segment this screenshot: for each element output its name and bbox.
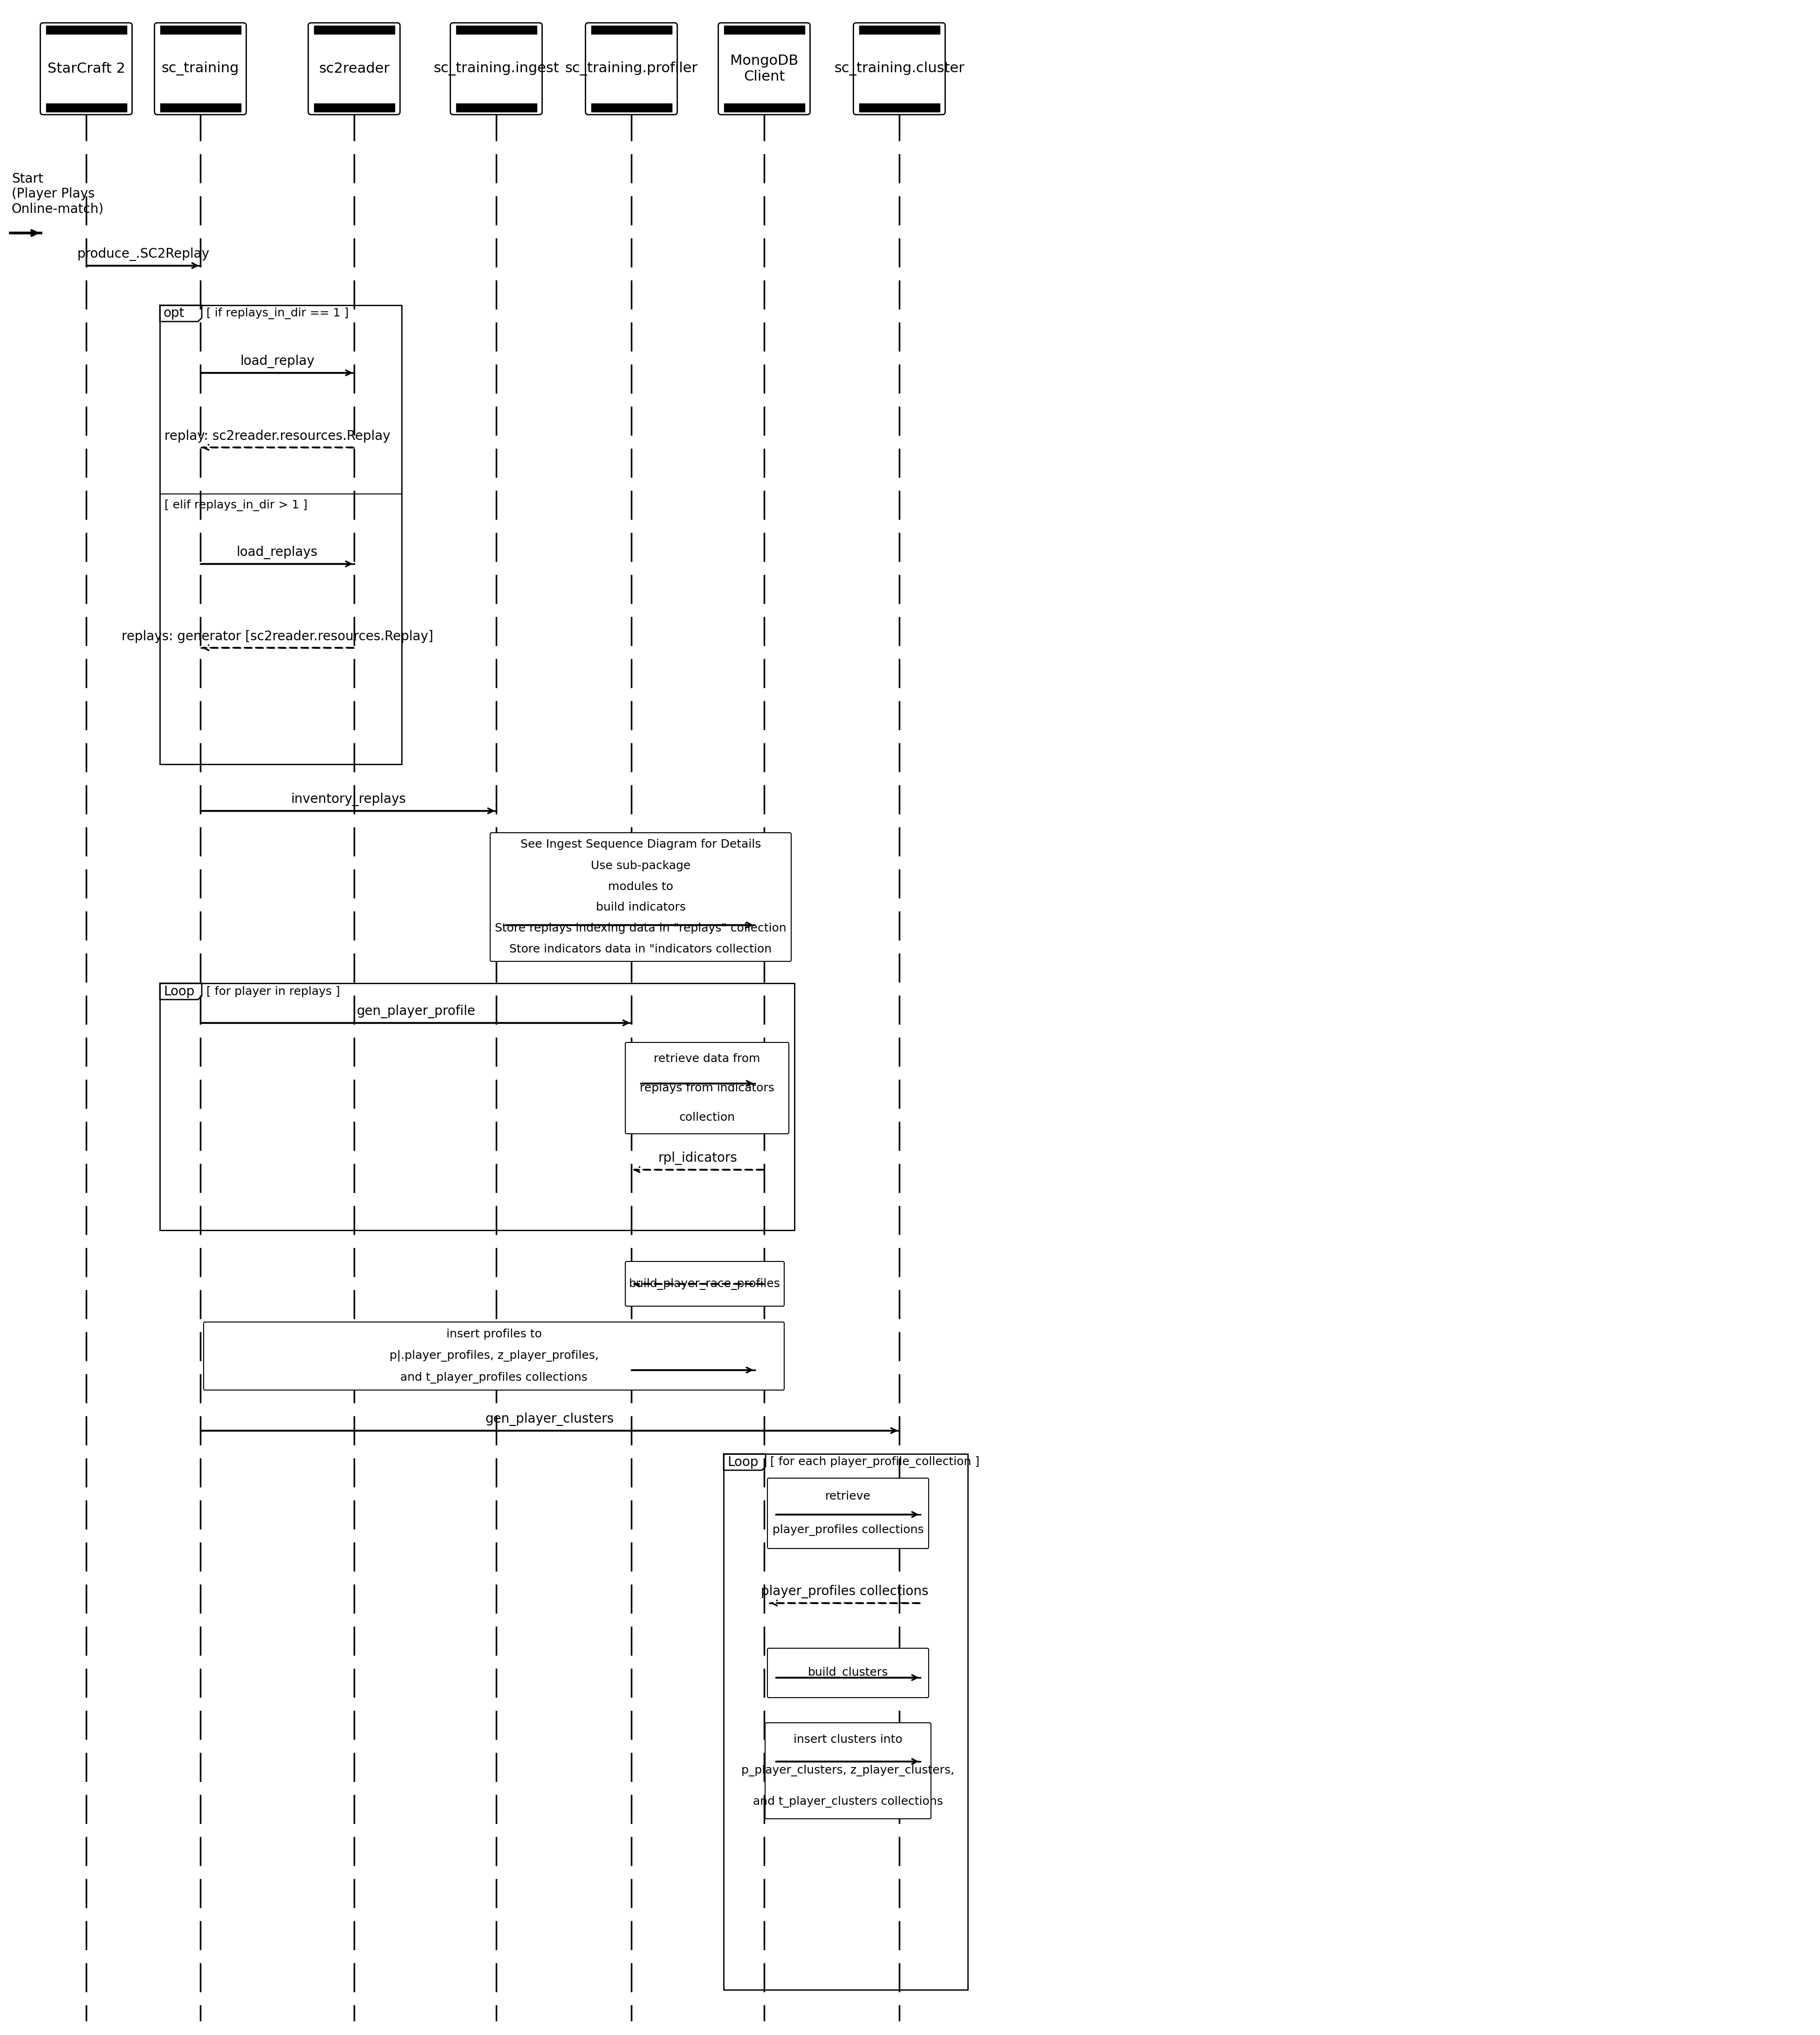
Text: collection: collection — [679, 1111, 735, 1123]
Text: gen_player_profile: gen_player_profile — [357, 1005, 475, 1018]
Text: and t_player_clusters collections: and t_player_clusters collections — [753, 1797, 943, 1807]
Bar — [724, 1453, 968, 1990]
Text: retrieve data from: retrieve data from — [653, 1052, 761, 1064]
FancyBboxPatch shape — [155, 22, 246, 114]
FancyBboxPatch shape — [768, 1477, 928, 1549]
Text: MongoDB
Client: MongoDB Client — [730, 55, 799, 83]
Text: replays from indicators: replays from indicators — [641, 1083, 773, 1093]
Text: build_clusters: build_clusters — [808, 1667, 888, 1679]
Text: Loop: Loop — [164, 985, 195, 997]
Text: sc_training: sc_training — [162, 61, 238, 75]
Text: load_replays: load_replays — [237, 545, 318, 560]
Text: [ if replays_in_dir == 1 ]: [ if replays_in_dir == 1 ] — [206, 307, 349, 319]
Text: rpl_idicators: rpl_idicators — [659, 1152, 737, 1164]
FancyBboxPatch shape — [40, 22, 133, 114]
FancyBboxPatch shape — [768, 1648, 928, 1697]
Text: and t_player_profiles collections: and t_player_profiles collections — [400, 1372, 588, 1384]
Text: Use sub-package: Use sub-package — [592, 861, 690, 871]
FancyBboxPatch shape — [490, 832, 792, 961]
Text: See Ingest Sequence Diagram for Details: See Ingest Sequence Diagram for Details — [521, 838, 761, 851]
FancyBboxPatch shape — [764, 1724, 932, 1819]
Text: StarCraft 2: StarCraft 2 — [47, 61, 126, 75]
FancyBboxPatch shape — [626, 1262, 784, 1306]
FancyBboxPatch shape — [450, 22, 542, 114]
Text: replays: generator [sc2reader.resources.Replay]: replays: generator [sc2reader.resources.… — [122, 631, 433, 643]
FancyBboxPatch shape — [626, 1042, 788, 1133]
Text: produce_.SC2Replay: produce_.SC2Replay — [76, 248, 209, 260]
Text: sc_training.ingest: sc_training.ingest — [433, 61, 559, 75]
Bar — [160, 983, 795, 1231]
Text: insert clusters into: insert clusters into — [794, 1734, 903, 1746]
Text: load_replay: load_replay — [240, 354, 315, 368]
Text: replay: sc2reader.resources.Replay: replay: sc2reader.resources.Replay — [164, 429, 389, 444]
Text: [ for each player_profile_collection ]: [ for each player_profile_collection ] — [770, 1457, 979, 1467]
Text: Loop: Loop — [728, 1455, 759, 1469]
FancyBboxPatch shape — [719, 22, 810, 114]
Text: Store replays indexing data in "replays" collection: Store replays indexing data in "replays"… — [495, 924, 786, 934]
Text: Store indicators data in "indicators collection: Store indicators data in "indicators col… — [510, 944, 772, 954]
Text: opt: opt — [164, 307, 184, 319]
Text: sc2reader: sc2reader — [318, 61, 389, 75]
Text: [ elif replays_in_dir > 1 ]: [ elif replays_in_dir > 1 ] — [164, 499, 308, 511]
FancyBboxPatch shape — [854, 22, 945, 114]
Text: gen_player_clusters: gen_player_clusters — [486, 1412, 613, 1427]
Text: retrieve: retrieve — [824, 1492, 870, 1502]
Text: build indicators: build indicators — [595, 902, 686, 914]
Text: build_player_race_profiles: build_player_race_profiles — [630, 1278, 781, 1290]
Text: modules to: modules to — [608, 881, 673, 891]
Bar — [160, 305, 402, 765]
Text: Start
(Player Plays
Online-match): Start (Player Plays Online-match) — [11, 173, 104, 216]
Text: inventory_replays: inventory_replays — [291, 794, 406, 806]
FancyBboxPatch shape — [204, 1323, 784, 1390]
Text: [ for player in replays ]: [ for player in replays ] — [206, 985, 340, 997]
Text: p|.player_profiles, z_player_profiles,: p|.player_profiles, z_player_profiles, — [389, 1349, 599, 1361]
Text: insert profiles to: insert profiles to — [446, 1329, 542, 1339]
Text: sc_training.profiler: sc_training.profiler — [564, 61, 697, 75]
Text: player_profiles collections: player_profiles collections — [761, 1585, 928, 1597]
Text: sc_training.cluster: sc_training.cluster — [834, 61, 965, 75]
Text: p_player_clusters, z_player_clusters,: p_player_clusters, z_player_clusters, — [741, 1764, 954, 1777]
Text: player_profiles collections: player_profiles collections — [772, 1524, 925, 1536]
FancyBboxPatch shape — [586, 22, 677, 114]
FancyBboxPatch shape — [308, 22, 400, 114]
